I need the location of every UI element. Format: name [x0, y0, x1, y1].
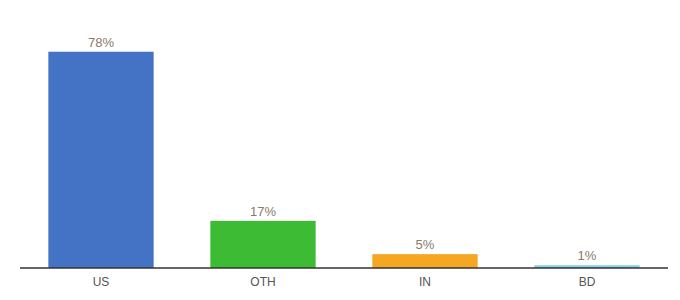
bar	[372, 254, 477, 268]
data-label: 17%	[250, 204, 276, 219]
data-labels: 78% 17% 5% 1%	[88, 35, 597, 264]
bars	[48, 52, 639, 268]
tick-label: OTH	[250, 275, 275, 289]
bar	[210, 221, 315, 268]
tick-label: US	[93, 275, 110, 289]
data-label: 78%	[88, 35, 114, 50]
tick-label: BD	[579, 275, 596, 289]
data-label: 1%	[578, 248, 597, 263]
chart: 78% 17% 5% 1% US OTH IN BD	[0, 0, 680, 300]
x-axis: US OTH IN BD	[20, 268, 668, 289]
axis-line	[20, 267, 668, 269]
tick-label: IN	[419, 275, 431, 289]
page: {"chart_data": {"type": "bar", "categori…	[0, 0, 680, 300]
data-label: 5%	[416, 237, 435, 252]
bar	[48, 52, 153, 268]
